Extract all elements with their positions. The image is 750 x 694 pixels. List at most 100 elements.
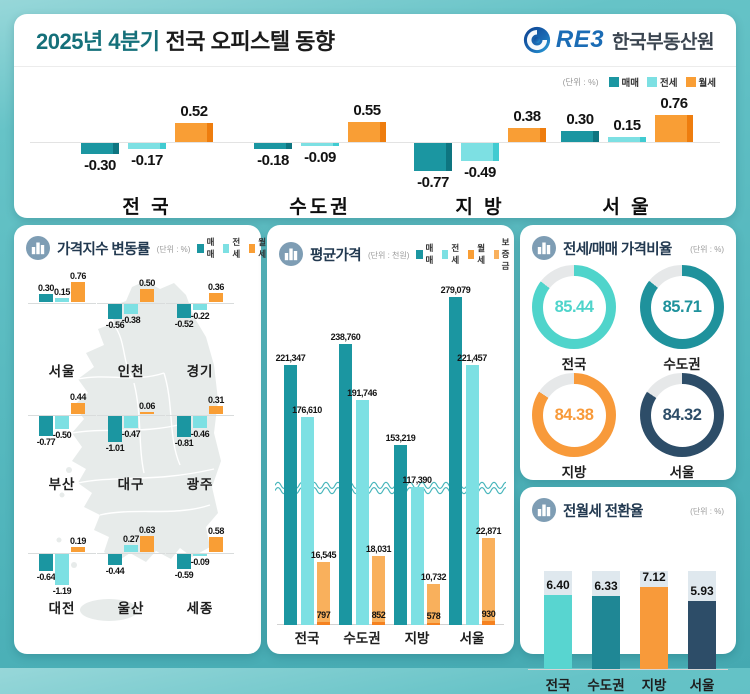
mini-bar-전세 (124, 304, 138, 314)
avg-bar-sale (284, 365, 297, 625)
mini-bar-매매 (39, 554, 53, 571)
ratio-donut-cell: 85.71 수도권 (640, 265, 724, 373)
trend-bar-월세 (348, 122, 386, 142)
avg-value-label: 279,079 (440, 285, 471, 295)
region-label: 세종 (186, 601, 214, 616)
legend-chip (647, 77, 658, 87)
mini-value-label: -1.19 (52, 586, 72, 596)
avg-bar-wolse (372, 622, 385, 625)
trend-category-label: 지 방 (455, 197, 505, 218)
conv-value-label: 7.12 (642, 570, 666, 584)
trend-bar-전세 (608, 137, 646, 142)
legend-label: 전세 (451, 243, 460, 265)
trend-value-label: 0.38 (513, 108, 541, 125)
legend-item: 매매 (416, 242, 436, 266)
legend-item: 월세 (685, 75, 716, 89)
mini-value-label: 0.19 (70, 536, 86, 546)
legend-chip (685, 77, 696, 87)
mini-value-label: 0.36 (208, 282, 224, 292)
building-chart-icon (532, 236, 556, 260)
building-chart-icon (26, 236, 50, 260)
avg-bar-jeonse (465, 365, 479, 625)
trend-bar-월세 (655, 115, 693, 142)
legend-item: 보증금 (493, 236, 514, 272)
avg-bar-deposit (427, 584, 440, 625)
mini-bar-전세 (193, 554, 207, 556)
conversion-rate-panel: 전월세 전환율 (단위 : %) 6.40 전국 6.33 수도권 7.12 지방 5.93… (520, 487, 736, 693)
avg-bar-jeonse (410, 487, 424, 625)
mini-bar-전세 (193, 416, 207, 428)
jeonse-ratio-panel: 전세/매매 가격비율 (단위 : %) 85.44 전국 85.71 수도권 84.38… (520, 225, 736, 480)
trend-bar-매매 (561, 131, 599, 142)
mini-value-label: 0.15 (54, 287, 70, 297)
mini-baseline (28, 553, 96, 554)
mini-value-label: 0.76 (70, 271, 86, 281)
avg-value-label: 578 (426, 611, 441, 621)
mini-bar-월세 (140, 536, 154, 552)
mini-value-label: -0.81 (174, 438, 194, 448)
avg-bar-sale (394, 445, 407, 625)
ratio-value: 84.38 (554, 405, 594, 424)
region-label: 대전 (48, 601, 76, 616)
avg-value-label: 176,610 (292, 405, 322, 415)
ratio-value: 85.44 (554, 297, 594, 316)
avg-bar-jeonse (300, 417, 314, 625)
legend-label: 전세 (232, 237, 241, 259)
page-title: 2025년 4분기 전국 오피스텔 동향 (36, 24, 335, 56)
trend-bar-전세 (461, 143, 499, 161)
avg-value-label: 930 (481, 609, 496, 619)
legend-chip (468, 249, 475, 259)
conv-category-label: 서울 (689, 678, 715, 693)
panel-title: 가격지수 변동률 (57, 241, 150, 258)
mini-bar-전세 (55, 298, 69, 302)
mini-value-label: -0.77 (36, 437, 56, 447)
price-index-legend: 매매 전세 월세 (197, 236, 268, 260)
avg-bar-wolse (427, 623, 440, 625)
legend-item: 매매 (608, 75, 639, 89)
zero-axis-line (30, 142, 720, 143)
avg-value-label: 221,347 (275, 353, 306, 363)
trend-value-label: -0.17 (131, 152, 163, 169)
mini-bar-전세 (124, 416, 138, 428)
legend-item: 전세 (442, 242, 462, 266)
conv-column: 5.93 (688, 571, 716, 669)
avg-category-label: 서울 (459, 631, 485, 646)
price-index-panel: 가격지수 변동률 (단위 : %) 매매 전세 월세 0.30 0.15 0.76 서울 -… (14, 225, 266, 654)
trend-category-label: 수도권 (289, 197, 351, 218)
avg-value-label: 191,746 (347, 388, 377, 398)
mini-bar-월세 (140, 412, 154, 414)
legend-item: 월세 (249, 236, 269, 260)
mini-bar-월세 (209, 293, 223, 302)
building-chart-icon (532, 498, 556, 522)
ratio-donut: 85.44 (532, 265, 616, 349)
mini-bar-매매 (108, 416, 122, 442)
mini-baseline (166, 303, 234, 304)
mini-value-label: 0.50 (139, 278, 155, 288)
mini-bar-전세 (55, 416, 69, 429)
mini-value-label: 0.06 (139, 401, 155, 411)
trend-bar-chart: (단위 : %) 매매 전세 월세 -0.30 -0.17 0.52 전 국 -0.18 -0… (14, 67, 736, 218)
ratio-donut-cell: 84.32 서울 (640, 373, 724, 481)
trend-value-label: 0.52 (180, 103, 208, 120)
trend-value-label: 0.76 (660, 95, 688, 112)
mini-bar-매매 (39, 416, 53, 436)
legend-item: 전세 (223, 236, 243, 260)
legend-label: 매매 (425, 243, 434, 265)
conv-axis-line (528, 669, 728, 670)
avg-value-label: 10,732 (420, 572, 447, 582)
unit-label: (단위 : 천원) (367, 251, 410, 260)
avg-value-label: 22,871 (475, 526, 502, 536)
avg-price-header: 평균가격 (단위 : 천원) 매매 전세 월세 보증금 (267, 225, 514, 277)
mini-bar-월세 (71, 403, 85, 414)
mini-bar-매매 (177, 554, 191, 569)
trend-value-label: -0.77 (417, 174, 449, 191)
mini-bar-전세 (55, 554, 69, 585)
conv-bar (688, 601, 716, 669)
title-main: 전국 오피스텔 동향 (165, 29, 336, 54)
conv-bar (640, 587, 668, 669)
mini-bar-매매 (177, 416, 191, 437)
mini-value-label: -0.52 (174, 319, 194, 329)
trend-value-label: -0.30 (84, 157, 116, 174)
trend-value-label: 0.30 (566, 111, 594, 128)
avg-bar-wolse (317, 622, 330, 625)
